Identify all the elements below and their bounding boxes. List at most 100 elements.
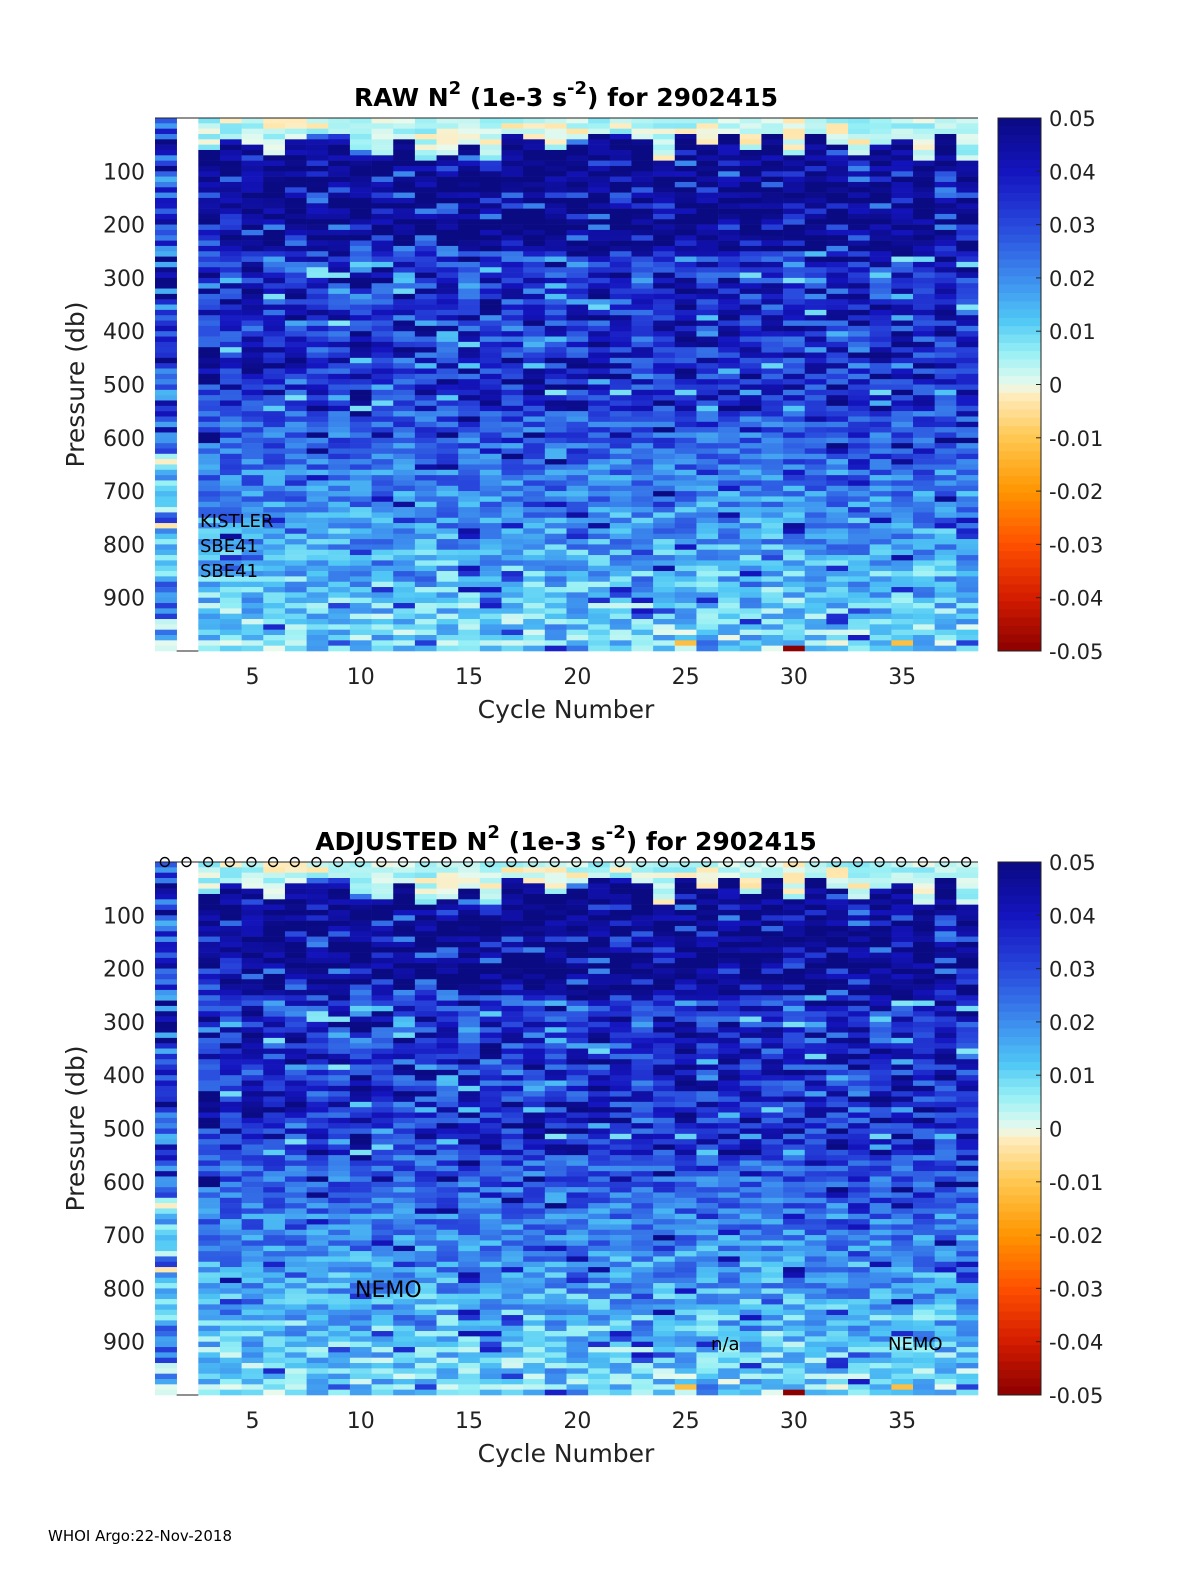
heatmap-cell [848, 245, 871, 252]
heatmap-cell [761, 293, 784, 300]
heatmap-cell [241, 165, 264, 172]
heatmap-cell [263, 1219, 286, 1225]
heatmap-cell [198, 395, 221, 401]
heatmap-cell [718, 501, 741, 508]
heatmap-cell [956, 325, 979, 332]
heatmap-cell [349, 608, 372, 614]
heatmap-cell [349, 1000, 372, 1007]
heatmap-cell [913, 389, 935, 396]
heatmap-cell [869, 517, 892, 524]
heatmap-cell [696, 448, 719, 455]
heatmap-cell [804, 325, 827, 332]
heatmap-cell [956, 485, 979, 492]
heatmap-cell [566, 512, 589, 519]
heatmap-cell [718, 123, 741, 129]
heatmap-cell [219, 1256, 242, 1263]
heatmap-cell [826, 491, 849, 497]
heatmap-cell [414, 1128, 437, 1135]
heatmap-cell [349, 1224, 372, 1231]
heatmap-cell [155, 1155, 177, 1161]
heatmap-cell [263, 283, 286, 289]
heatmap-cell [328, 443, 351, 449]
heatmap-cell [804, 341, 827, 348]
heatmap-cell [371, 181, 394, 188]
heatmap-cell [393, 1219, 416, 1225]
heatmap-cell [761, 224, 784, 231]
heatmap-cell [241, 309, 264, 316]
heatmap-cell [848, 395, 871, 401]
heatmap-cell [848, 539, 871, 545]
heatmap-cell [891, 224, 914, 231]
heatmap-cell [718, 363, 741, 369]
heatmap-cell [349, 165, 372, 172]
heatmap-cell [566, 549, 589, 556]
heatmap-cell [934, 597, 957, 604]
heatmap-cell [241, 389, 264, 396]
heatmap-cell [913, 293, 935, 300]
heatmap-cell [544, 293, 567, 300]
heatmap-cell [241, 1016, 264, 1023]
heatmap-cell [393, 192, 416, 199]
heatmap-cell [155, 1384, 177, 1390]
heatmap-cell [263, 936, 286, 943]
heatmap-cell [371, 1331, 394, 1337]
heatmap-cell [609, 405, 632, 412]
heatmap-cell [155, 176, 177, 183]
heatmap-cell [436, 645, 459, 652]
heatmap-cell [414, 293, 437, 300]
heatmap-cell [198, 862, 221, 868]
heatmap-cell [284, 1347, 307, 1353]
heatmap-cell [718, 288, 741, 295]
heatmap-cell [155, 1352, 177, 1358]
heatmap-cell [761, 336, 784, 343]
heatmap-cell [501, 357, 524, 364]
heatmap-cell [674, 357, 697, 364]
heatmap-cell [436, 517, 459, 524]
heatmap-cell [198, 293, 221, 300]
heatmap-cell [198, 1059, 221, 1065]
heatmap-cell [631, 304, 654, 311]
heatmap-cell [219, 968, 242, 975]
heatmap-cell [219, 883, 242, 889]
heatmap-cell [956, 443, 979, 449]
heatmap-cell [241, 867, 264, 873]
heatmap-cell [393, 968, 416, 975]
heatmap-cell [804, 453, 827, 460]
heatmap-cell [501, 629, 524, 636]
heatmap-cell [155, 1325, 177, 1332]
heatmap-cell [284, 421, 307, 428]
heatmap-cell [479, 555, 502, 561]
heatmap-cell [284, 1128, 307, 1135]
heatmap-cell [393, 1101, 416, 1108]
heatmap-cell [198, 1187, 221, 1193]
heatmap-cell [198, 1219, 221, 1225]
heatmap-cell [436, 331, 459, 337]
heatmap-cell [393, 1283, 416, 1289]
heatmap-cell [414, 1160, 437, 1167]
heatmap-cell [653, 304, 676, 311]
heatmap-cell [306, 592, 329, 598]
heatmap-cell [198, 347, 221, 353]
heatmap-cell [891, 469, 914, 476]
heatmap-cell [804, 448, 827, 455]
heatmap-cell [198, 592, 221, 598]
heatmap-cell [198, 1272, 221, 1279]
heatmap-cell [306, 1048, 329, 1055]
heatmap-cell [414, 571, 437, 577]
heatmap-cell [393, 1096, 416, 1103]
heatmap-cell [263, 877, 286, 884]
heatmap-cell [198, 1224, 221, 1231]
heatmap-cell [241, 968, 264, 975]
heatmap-cell [891, 331, 914, 337]
heatmap-cell [783, 523, 806, 529]
heatmap-cell [414, 936, 437, 943]
heatmap-cell [306, 523, 329, 529]
heatmap-cell [588, 517, 611, 524]
heatmap-cell [696, 501, 719, 508]
heatmap-cell [436, 229, 459, 236]
heatmap-cell [198, 968, 221, 975]
heatmap-cell [783, 160, 806, 167]
heatmap-cell [436, 245, 459, 252]
heatmap-cell [718, 325, 741, 332]
heatmap-cell [501, 640, 524, 646]
